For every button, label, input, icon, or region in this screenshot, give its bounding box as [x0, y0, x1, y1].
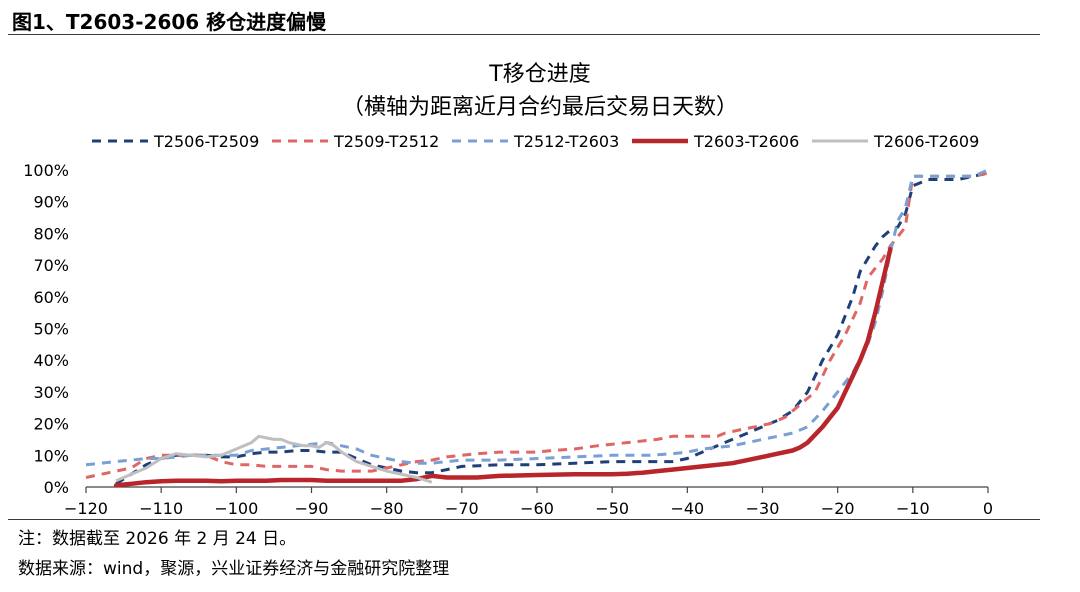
legend-label: T2606-T2609 [873, 132, 979, 151]
y-tick-label: 0% [44, 478, 69, 497]
x-tick-label: −110 [139, 499, 183, 518]
y-tick-label: 10% [33, 446, 69, 465]
y-tick-label: 70% [33, 256, 69, 275]
y-tick-label: 20% [33, 415, 69, 434]
source-note: 数据来源：wind，聚源，兴业证券经济与金融研究院整理 [18, 559, 450, 579]
x-tick-label: −20 [821, 499, 855, 518]
y-tick-label: 50% [33, 320, 69, 339]
axes: 0% 10% 20% 30% 40% 50% 60% 70% 80% 90% 100% −120 −11… [23, 161, 993, 518]
y-tick-label: 60% [33, 288, 69, 307]
series-line-t2603-t2606 [113, 247, 893, 488]
x-tick-label: −120 [64, 499, 108, 518]
x-tick-label: −40 [670, 499, 704, 518]
top-divider [8, 34, 1040, 35]
x-tick-label: −10 [896, 499, 930, 518]
x-tick-label: −90 [295, 499, 329, 518]
x-tick-label: −80 [370, 499, 404, 518]
bottom-divider [8, 519, 1040, 520]
x-tick-label: −30 [746, 499, 780, 518]
y-tick-label: 40% [33, 351, 69, 370]
x-tick-label: 0 [983, 499, 993, 518]
y-tick-label: 80% [33, 224, 69, 243]
series-line-t2606-t2609 [115, 434, 433, 484]
figure-title: 图1、T2603-2606 移仓进度偏慢 [12, 10, 327, 34]
series-line-t2506-t2509 [115, 171, 989, 486]
y-tick-label: 100% [23, 161, 69, 180]
legend-label: T2506-T2509 [153, 132, 259, 151]
legend: T2506-T2509 T2509-T2512 T2512-T2603 T2603-T… [92, 132, 979, 151]
series-group [85, 168, 989, 488]
x-tick-label: −60 [520, 499, 554, 518]
legend-label: T2509-T2512 [333, 132, 439, 151]
x-tick-label: −100 [214, 499, 258, 518]
legend-label: T2603-T2606 [693, 132, 799, 151]
footnote: 注：数据截至 2026 年 2 月 24 日。 [18, 529, 297, 549]
x-tick-label: −70 [445, 499, 479, 518]
chart-title: T移仓进度 [489, 62, 591, 87]
y-tick-label: 90% [33, 193, 69, 212]
legend-label: T2512-T2603 [513, 132, 619, 151]
series-line-t2509-t2512 [85, 171, 989, 479]
y-tick-label: 30% [33, 383, 69, 402]
x-tick-label: −50 [595, 499, 629, 518]
chart-subtitle: （横轴为距离近月合约最后交易日天数） [341, 95, 738, 120]
